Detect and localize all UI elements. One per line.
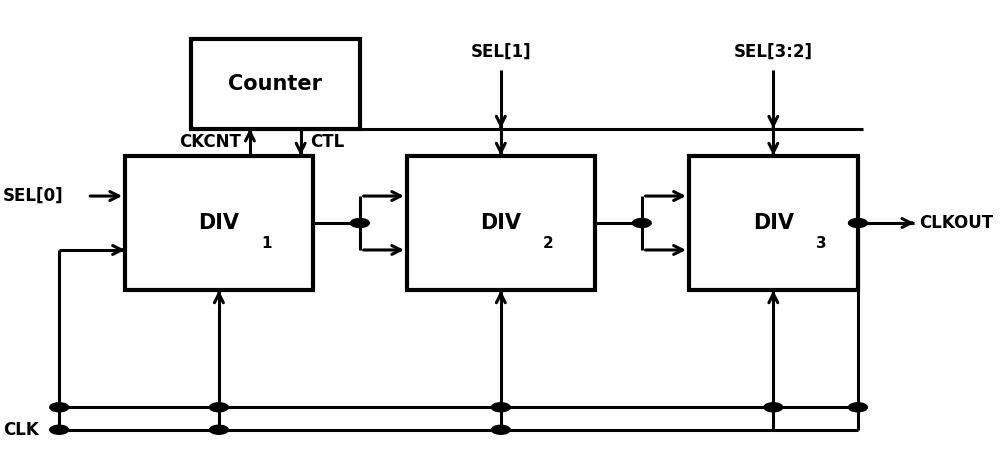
Text: CLK: CLK	[3, 421, 39, 439]
Text: SEL[3:2]: SEL[3:2]	[734, 43, 813, 61]
Circle shape	[350, 218, 369, 228]
Circle shape	[491, 425, 510, 434]
Text: 3: 3	[816, 237, 826, 252]
Text: DIV: DIV	[480, 213, 521, 233]
Bar	[191, 39, 360, 129]
Text: SEL[1]: SEL[1]	[471, 43, 531, 61]
Circle shape	[50, 425, 69, 434]
Text: 2: 2	[543, 237, 554, 252]
Bar	[125, 156, 313, 290]
Bar	[689, 156, 858, 290]
Circle shape	[50, 403, 69, 412]
Circle shape	[849, 218, 867, 228]
Circle shape	[210, 425, 228, 434]
Text: DIV: DIV	[753, 213, 794, 233]
Circle shape	[632, 218, 651, 228]
Bar	[407, 156, 595, 290]
Circle shape	[764, 403, 783, 412]
Circle shape	[210, 403, 228, 412]
Text: CLKOUT: CLKOUT	[919, 214, 993, 232]
Text: SEL[0]: SEL[0]	[3, 187, 63, 205]
Text: 1: 1	[261, 237, 272, 252]
Circle shape	[491, 403, 510, 412]
Circle shape	[849, 403, 867, 412]
Text: CTL: CTL	[310, 133, 344, 151]
Text: DIV: DIV	[198, 213, 239, 233]
Text: CKCNT: CKCNT	[179, 133, 241, 151]
Text: Counter: Counter	[228, 74, 322, 94]
